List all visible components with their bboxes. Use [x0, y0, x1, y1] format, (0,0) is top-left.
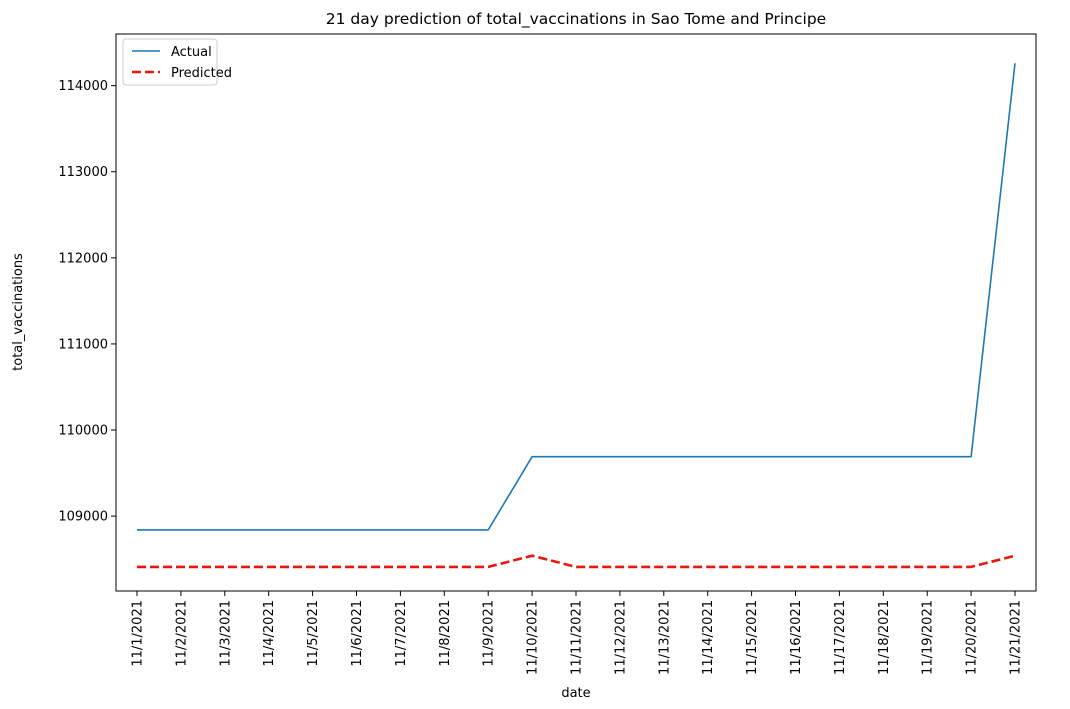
x-tick-label: 11/6/2021	[350, 600, 365, 667]
x-axis-title: date	[561, 686, 590, 701]
series-line-actual	[137, 63, 1016, 531]
x-tick-label: 11/19/2021	[921, 600, 936, 675]
x-tick-label: 11/7/2021	[394, 600, 409, 667]
y-tick-label: 114000	[58, 79, 108, 94]
y-tick-label: 110000	[58, 424, 108, 439]
legend-label-actual: Actual	[171, 45, 212, 60]
x-tick-label: 11/18/2021	[877, 600, 892, 675]
x-tick-label: 11/15/2021	[745, 600, 760, 675]
x-tick-label: 11/5/2021	[306, 600, 321, 667]
legend: Actual Predicted	[122, 38, 232, 86]
x-tick-label: 11/14/2021	[701, 600, 716, 675]
x-tick-label: 11/13/2021	[657, 600, 672, 675]
x-tick-label: 11/12/2021	[613, 600, 628, 675]
x-tick-label: 11/1/2021	[131, 600, 146, 667]
y-tick-label: 113000	[58, 165, 108, 180]
y-tick-label: 111000	[58, 337, 108, 352]
x-tick-label: 11/8/2021	[438, 600, 453, 667]
legend-label-predicted: Predicted	[171, 66, 232, 81]
x-tick-label: 11/21/2021	[1009, 600, 1024, 675]
x-tick-label: 11/17/2021	[833, 600, 848, 675]
x-tick-label: 11/9/2021	[482, 600, 497, 667]
x-tick-label: 11/16/2021	[789, 600, 804, 675]
y-tick-label: 112000	[58, 251, 108, 266]
y-tick-label: 109000	[58, 510, 108, 525]
chart-title: 21 day prediction of total_vaccinations …	[326, 10, 826, 29]
x-tick-label: 11/11/2021	[570, 600, 585, 675]
series-line-predicted	[137, 554, 1016, 569]
x-tick-label: 11/10/2021	[526, 600, 541, 675]
y-axis-title: total_vaccinations	[11, 253, 26, 371]
x-tick-label: 11/3/2021	[218, 600, 233, 667]
x-tick-label: 11/4/2021	[262, 600, 277, 667]
plot-area-frame	[115, 33, 1037, 592]
y-axis: 109000 110000 111000 112000 113000 114000	[58, 79, 116, 525]
x-axis: 11/1/2021 11/2/2021 11/3/2021 11/4/2021 11/5…	[131, 591, 1024, 675]
x-tick-label: 11/20/2021	[965, 600, 980, 675]
series-layer	[137, 63, 1016, 569]
x-tick-label: 11/2/2021	[174, 600, 189, 667]
